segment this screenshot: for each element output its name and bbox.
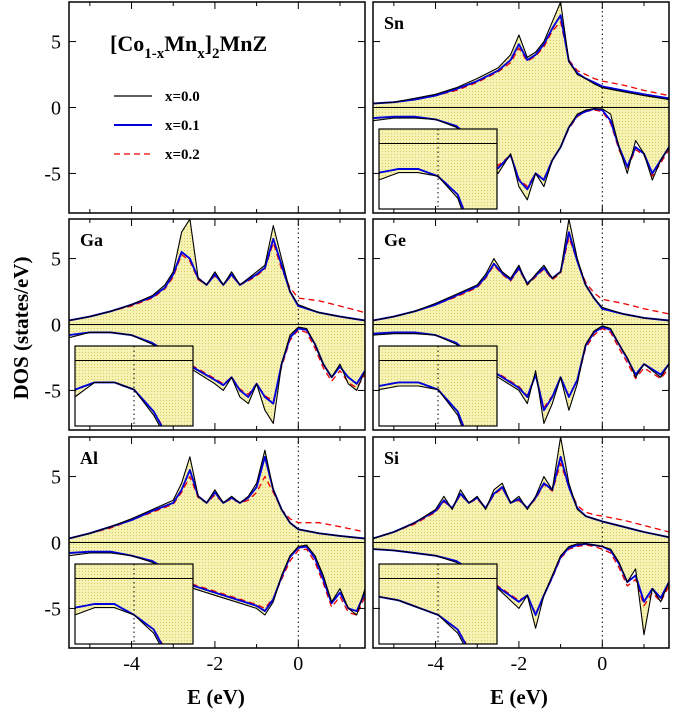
x-tick-label: -2 xyxy=(207,653,224,675)
series-line-ge-up-x0 xyxy=(373,219,669,322)
y-tick-label: -5 xyxy=(44,380,61,402)
panel-label-al: Al xyxy=(80,448,98,468)
panel-label-sn: Sn xyxy=(384,13,404,33)
inset-plot xyxy=(75,346,193,426)
dos-fill-down xyxy=(373,324,669,424)
y-tick-label: 5 xyxy=(51,249,61,271)
series-line-sn-up-x0 xyxy=(373,2,669,105)
x-tick-label: 0 xyxy=(293,653,303,675)
inset-frame xyxy=(378,128,498,210)
series-line-ge-up-x2 xyxy=(373,236,669,322)
panel-frame xyxy=(68,1,366,214)
inset-plot xyxy=(75,564,193,644)
dos-fill-up xyxy=(373,437,669,543)
inset-ga xyxy=(74,345,194,427)
panel-label-si: Si xyxy=(384,448,399,468)
inset-series-line-x0 xyxy=(379,172,463,209)
x-tick-label: -2 xyxy=(511,653,528,675)
dos-fill-up xyxy=(69,219,365,325)
series-line-al-down-x0 xyxy=(69,544,365,616)
x-axis-title-left: E (eV) xyxy=(187,685,245,709)
inset-series-line-x0 xyxy=(75,381,161,426)
y-tick-label: 0 xyxy=(51,315,61,337)
inset-plot xyxy=(379,564,497,644)
series-line-sn-up-x1 xyxy=(373,14,669,105)
panel-legend: 5 0 -5 xyxy=(44,1,366,214)
inset-series-line-x0 xyxy=(379,385,463,426)
y-tick-label: 0 xyxy=(51,98,61,120)
panel-ga: Ga 5 0 -5 xyxy=(44,218,366,431)
y-tick-label: -5 xyxy=(44,598,61,620)
y-tick-label: 0 xyxy=(51,533,61,555)
inset-sn xyxy=(378,128,498,210)
panel-label-ge: Ge xyxy=(384,230,406,250)
panels-layer: 5 0 -5 Sn Ga 5 0 -5 Ge Al 5 0 -5 -4 -2 0 Si -4 -2 0 xyxy=(44,1,670,675)
formula-title: [Co1-xMnx]2MnZ xyxy=(110,31,267,62)
inset-plot xyxy=(379,129,497,209)
inset-series-line-x0 xyxy=(75,607,161,644)
series-line-al-up-x0 xyxy=(69,449,365,540)
inset-fill xyxy=(75,564,193,644)
inset-series-line-x0 xyxy=(379,596,465,644)
inset-frame xyxy=(74,345,194,427)
inset-ge xyxy=(378,345,498,427)
panel-label-ga: Ga xyxy=(80,230,103,250)
inset-plot xyxy=(379,346,497,426)
x-axis-title-right: E (eV) xyxy=(490,685,548,709)
panel-sn: Sn xyxy=(372,1,670,214)
panel-si: Si -4 -2 0 xyxy=(372,436,670,675)
panel-frame xyxy=(372,436,670,649)
dos-fill-down xyxy=(69,542,365,615)
inset-frame xyxy=(74,563,194,645)
panel-frame xyxy=(68,436,366,649)
inset-fill xyxy=(379,129,497,209)
legend-label-x0: x=0.0 xyxy=(165,89,200,105)
legend-label-x1: x=0.1 xyxy=(165,118,200,134)
y-tick-label: 5 xyxy=(51,32,61,54)
x-tick-label: -4 xyxy=(427,653,444,675)
series-line-al-down-x1 xyxy=(69,545,365,613)
inset-al xyxy=(74,563,194,645)
dos-fill-down xyxy=(373,542,669,635)
dos-fill-down xyxy=(69,324,365,424)
series-line-ga-up-x0 xyxy=(69,219,365,322)
plot-area xyxy=(373,437,669,648)
panel-al: Al 5 0 -5 -4 -2 0 xyxy=(44,436,366,675)
y-tick-label: 5 xyxy=(51,467,61,489)
dos-fill-down xyxy=(373,107,669,200)
x-tick-label: -4 xyxy=(123,653,140,675)
panel-frame xyxy=(372,1,670,214)
panel-frame xyxy=(372,218,670,431)
legend: [Co1-xMnx]2MnZ x=0.0 x=0.1 x=0.2 xyxy=(110,31,267,163)
x-tick-label: 0 xyxy=(597,653,607,675)
plot-area xyxy=(69,437,365,648)
y-tick-label: -5 xyxy=(44,163,61,185)
inset-fill xyxy=(379,346,497,426)
series-line-si-down-x1 xyxy=(373,542,669,616)
series-line-si-up-x0 xyxy=(373,437,669,540)
plot-area xyxy=(373,219,669,430)
inset-si xyxy=(378,563,498,645)
panel-ge: Ge xyxy=(372,218,670,431)
inset-fill xyxy=(379,564,497,644)
inset-frame xyxy=(378,345,498,427)
panel-frame xyxy=(68,218,366,431)
inset-fill xyxy=(75,346,193,426)
dos-fill-up xyxy=(373,2,669,108)
legend-label-x2: x=0.2 xyxy=(165,147,200,163)
inset-frame xyxy=(378,563,498,645)
y-axis-title: DOS (states/eV) xyxy=(9,257,33,400)
